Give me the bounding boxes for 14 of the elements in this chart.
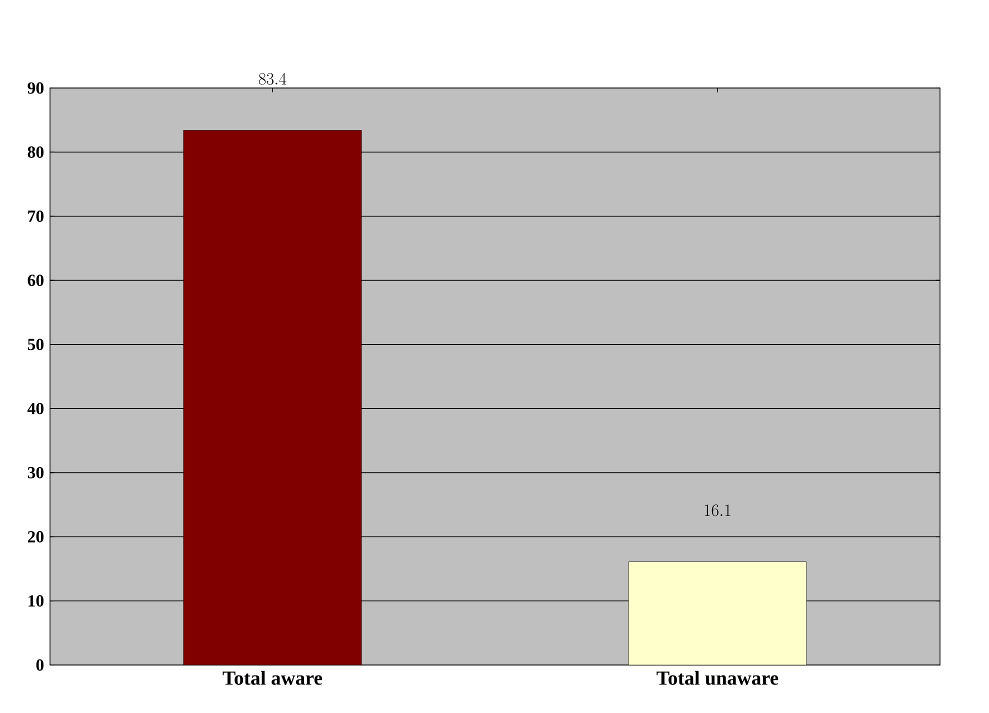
x-tick-label: Total unaware	[656, 670, 778, 685]
y-tick-label: 90	[28, 82, 44, 94]
y-tick-label: 20	[28, 531, 44, 542]
y-tick-label: 10	[28, 595, 44, 607]
y-tick-label: 60	[28, 274, 44, 286]
y-tick-label: 70	[28, 210, 44, 222]
y-tick-label: 0	[36, 659, 44, 671]
y-tick-label: 80	[28, 146, 44, 158]
x-tick-label: Total aware	[222, 670, 322, 685]
data-label: 16. 1	[704, 504, 730, 516]
data-label: 83.4	[258, 72, 286, 85]
y-tick-label: 40	[27, 402, 44, 414]
y-tick-label: 30	[28, 466, 44, 478]
y-tick-label: 50	[28, 338, 44, 350]
